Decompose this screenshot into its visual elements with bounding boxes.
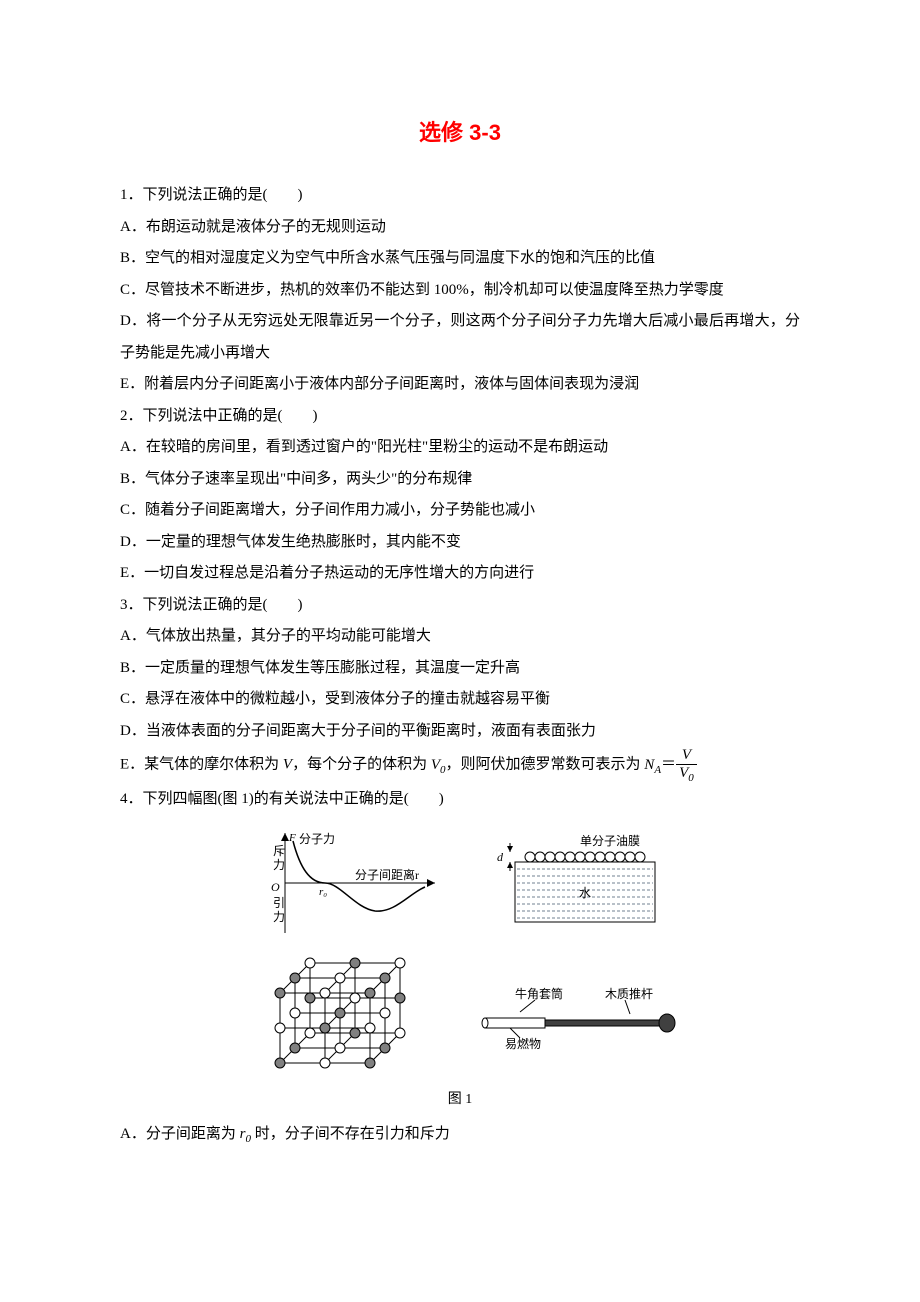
label-d: d: [497, 850, 504, 864]
label-repulsion1: 斥: [273, 844, 285, 858]
q3e-v0-letter: V: [431, 757, 440, 773]
label-xaxis: 分子间距离r: [355, 867, 419, 882]
q4a-post: 时，分子间不存在引力和斥力: [251, 1126, 450, 1142]
q4-figure: r₀ F 分子力 斥 力 O 引 力 分子间距离r d: [120, 823, 800, 1114]
q4-diagram-svg: r₀ F 分子力 斥 力 O 引 力 分子间距离r d: [225, 823, 695, 1083]
q3e-v: V: [283, 757, 292, 773]
label-horn: 牛角套筒: [515, 986, 563, 1001]
diagram-lattice: [275, 958, 405, 1068]
label-oil-film: 单分子油膜: [580, 834, 640, 848]
q4a-sym: r0: [240, 1126, 251, 1142]
q1-opt-c: C．尽管技术不断进步，热机的效率仍不能达到 100%，制冷机却可以使温度降至热力…: [120, 275, 800, 307]
label-attraction1: 引: [273, 896, 285, 910]
q3e-na: NA: [644, 757, 661, 773]
q2-opt-c: C．随着分子间距离增大，分子间作用力减小，分子势能也减小: [120, 495, 800, 527]
label-f: F: [288, 832, 296, 844]
label-water: 水: [579, 886, 591, 900]
q3e-pre: E．某气体的摩尔体积为: [120, 757, 283, 773]
q4-opt-a: A．分子间距离为 r0 时，分子间不存在引力和斥力: [120, 1119, 800, 1151]
label-repulsion2: 力: [273, 858, 285, 872]
q2-opt-a: A．在较暗的房间里，看到透过窗户的"阳光柱"里粉尘的运动不是布朗运动: [120, 432, 800, 464]
label-molec-force: 分子力: [299, 832, 335, 846]
q1-opt-d: D．将一个分子从无穷远处无限靠近另一个分子，则这两个分子间分子力先增大后减小最后…: [120, 306, 800, 369]
label-o: O: [271, 880, 280, 894]
q1-stem: 1．下列说法正确的是( ): [120, 180, 800, 212]
q3e-frac-num: V: [676, 747, 697, 765]
label-attraction2: 力: [273, 910, 285, 924]
label-rod: 木质推杆: [605, 987, 653, 1001]
q1-opt-b: B．空气的相对湿度定义为空气中所含水蒸气压强与同温度下水的饱和汽压的比值: [120, 243, 800, 275]
q3e-na-letter: N: [644, 757, 654, 773]
q3-stem: 3．下列说法正确的是( ): [120, 590, 800, 622]
q1-opt-e: E．附着层内分子间距离小于液体内部分子间距离时，液体与固体间表现为浸润: [120, 369, 800, 401]
label-r0: r₀: [319, 886, 327, 898]
q3e-eq: ＝: [661, 757, 676, 773]
q3-opt-b: B．一定质量的理想气体发生等压膨胀过程，其温度一定升高: [120, 653, 800, 685]
q3e-frac-den-v: V: [679, 765, 688, 781]
page-title: 选修 3-3: [120, 110, 800, 156]
q3e-frac-den: V0: [676, 765, 697, 784]
q3e-mid2: ，则阿伏加德罗常数可表示为: [446, 757, 645, 773]
q3e-frac-den-sub: 0: [688, 772, 694, 784]
q3-opt-c: C．悬浮在液体中的微粒越小，受到液体分子的撞击就越容易平衡: [120, 684, 800, 716]
q3e-mid1: ，每个分子的体积为: [292, 757, 431, 773]
q4-figure-caption: 图 1: [120, 1085, 800, 1114]
q1-opt-a: A．布朗运动就是液体分子的无规则运动: [120, 212, 800, 244]
q2-opt-d: D．一定量的理想气体发生绝热膨胀时，其内能不变: [120, 527, 800, 559]
q2-opt-e: E．一切自发过程总是沿着分子热运动的无序性增大的方向进行: [120, 558, 800, 590]
q3e-v0: V0: [431, 757, 446, 773]
diagram-force-curve: r₀ F 分子力 斥 力 O 引 力 分子间距离r: [271, 832, 435, 933]
lattice-nodes: [275, 958, 405, 1068]
label-flammable: 易燃物: [505, 1036, 541, 1051]
q3-opt-e: E．某气体的摩尔体积为 V，每个分子的体积为 V0，则阿伏加德罗常数可表示为 N…: [120, 747, 800, 784]
q3e-fraction: VV0: [676, 747, 697, 784]
q4-stem: 4．下列四幅图(图 1)的有关说法中正确的是( ): [120, 784, 800, 816]
q2-stem: 2．下列说法中正确的是( ): [120, 401, 800, 433]
q3-opt-a: A．气体放出热量，其分子的平均动能可能增大: [120, 621, 800, 653]
q4a-pre: A．分子间距离为: [120, 1126, 240, 1142]
q2-opt-b: B．气体分子速率呈现出"中间多，两头少"的分布规律: [120, 464, 800, 496]
diagram-oil-film: d 水 单分子油膜: [497, 834, 655, 922]
diagram-horn-rod: 牛角套筒 木质推杆 易燃物: [482, 986, 675, 1051]
oil-molecules-row: [525, 852, 645, 862]
q3-opt-d: D．当液体表面的分子间距离大于分子间的平衡距离时，液面有表面张力: [120, 716, 800, 748]
